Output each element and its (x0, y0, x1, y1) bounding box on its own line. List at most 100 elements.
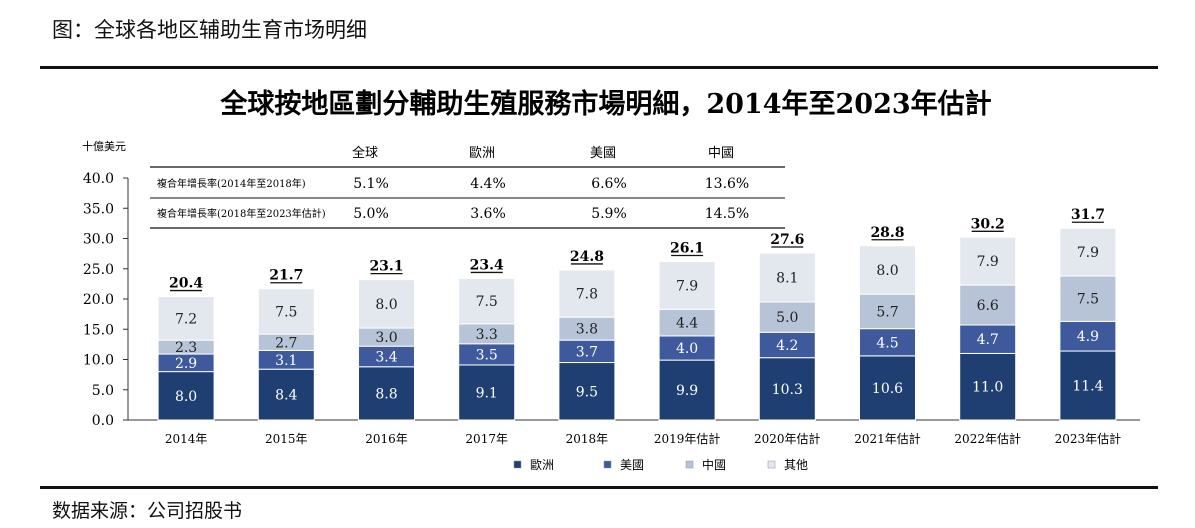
figure-caption: 图：全球各地区辅助生育市场明细 (52, 18, 367, 42)
segment-value-label: 8.0 (876, 263, 898, 279)
segment-value-label: 11.4 (1072, 379, 1103, 395)
legend-label: 歐洲 (530, 457, 554, 472)
segment-value-label: 4.7 (977, 332, 999, 348)
y-tick-label: 5.0 (92, 383, 114, 399)
table-cell: 5.9% (591, 206, 627, 222)
total-label: 21.7 (269, 268, 303, 284)
bar-stack: 9.9 4.0 4.4 7.9 26.1 2019年估計 (654, 240, 721, 446)
table-column-header: 全球 (352, 145, 378, 161)
legend-swatch (685, 460, 694, 469)
segment-value-label: 7.2 (175, 311, 197, 327)
x-tick-label: 2020年估計 (754, 431, 821, 446)
segment-value-label: 9.9 (676, 383, 698, 399)
segment-value-label: 7.5 (1077, 292, 1099, 308)
source-note: 数据来源：公司招股书 (52, 500, 243, 522)
segment-value-label: 7.9 (1077, 245, 1099, 261)
bar-segment (558, 269, 616, 318)
segment-value-label: 10.3 (772, 382, 803, 398)
bar-segment (959, 236, 1017, 286)
segment-value-label: 6.6 (977, 298, 999, 314)
bar-stack: 8.8 3.4 3.0 8.0 23.1 2016年 (358, 259, 415, 446)
bar-stack: 11.0 4.7 6.6 7.9 30.2 2022年估計 (954, 216, 1021, 446)
table-row-label: 複合年增長率(2014年至2018年) (157, 177, 306, 190)
segment-value-label: 9.5 (576, 384, 598, 400)
bar-segment (859, 355, 916, 421)
x-tick-label: 2021年估計 (854, 431, 921, 446)
segment-value-label: 3.4 (375, 349, 397, 365)
bar-segment (859, 245, 916, 295)
bar-segment (558, 362, 616, 421)
table-cell: 4.4% (470, 176, 506, 192)
segment-value-label: 10.6 (872, 381, 903, 397)
bar-segment (1059, 350, 1117, 421)
table-cell: 13.6% (705, 176, 749, 192)
table-column-header: 歐洲 (469, 146, 495, 161)
total-label: 26.1 (670, 240, 704, 256)
table-row-label: 複合年增長率(2018年至2023年估計) (157, 207, 326, 220)
bar-segment (257, 288, 315, 335)
segment-value-label: 3.5 (476, 347, 498, 363)
segment-value-label: 4.4 (676, 316, 698, 332)
x-tick-label: 2018年 (566, 432, 609, 446)
x-tick-label: 2023年估計 (1055, 431, 1122, 446)
legend-label: 其他 (784, 458, 808, 472)
segment-value-label: 8.0 (375, 297, 397, 313)
bar-segment (1059, 227, 1117, 277)
segment-value-label: 2.7 (275, 335, 297, 351)
bar-stack: 10.6 4.5 5.7 8.0 28.8 2021年估計 (854, 225, 921, 446)
legend-label: 美國 (620, 458, 644, 472)
total-label: 24.8 (570, 249, 604, 265)
y-tick-label: 10.0 (83, 353, 114, 369)
bars: 8.0 2.92.3 7.2 20.4 2014年 8.4 3.1 2.7 7.5 21.7 201… (157, 207, 1122, 446)
table-column-header: 中國 (708, 146, 734, 161)
bar-segment (157, 371, 215, 421)
legend-swatch (513, 460, 522, 469)
segment-value-label: 8.8 (375, 386, 397, 402)
bar-segment (358, 279, 415, 329)
segment-value-label: 3.3 (476, 327, 498, 343)
bar-segment (1059, 275, 1117, 322)
bar-segment (758, 252, 816, 303)
legend-swatch (603, 460, 612, 469)
segment-value-label: 7.5 (476, 294, 498, 310)
bar-segment (959, 284, 1017, 326)
total-label: 30.2 (971, 216, 1005, 232)
segment-value-label: 7.8 (576, 287, 598, 303)
bar-stack: 8.4 3.1 2.7 7.5 21.7 2015年 (257, 268, 315, 446)
bar-segment (758, 331, 816, 359)
x-tick-label: 2019年估計 (654, 431, 721, 446)
segment-value-label: 11.0 (972, 380, 1003, 396)
segment-value-label: 8.4 (275, 388, 297, 404)
unit-label: 十億美元 (82, 139, 126, 153)
bar-stack: 10.3 4.2 5.0 8.1 27.6 2020年估計 (754, 232, 821, 446)
total-label: 27.6 (770, 232, 804, 248)
table-cell: 14.5% (705, 206, 749, 222)
segment-value-label: 9.1 (476, 385, 498, 401)
bottom-rule (40, 486, 1158, 489)
legend-swatch (767, 460, 776, 469)
segment-value-label: 4.0 (676, 341, 698, 357)
segment-value-label: 7.5 (275, 304, 297, 320)
segment-value-label: 2.3 (175, 340, 197, 356)
bar-segment (157, 296, 215, 341)
x-tick-label: 2017年 (465, 432, 508, 446)
x-tick-label: 2022年估計 (954, 431, 1021, 446)
total-label: 31.7 (1071, 207, 1105, 223)
bar-stack: 8.0 2.92.3 7.2 20.4 2014年 (157, 276, 215, 446)
y-tick-label: 20.0 (83, 292, 114, 308)
legend-label: 中國 (702, 457, 726, 472)
segment-value-label: 4.9 (1077, 329, 1099, 345)
segment-value-label: 5.0 (776, 310, 798, 326)
bar-segment (458, 277, 516, 325)
segment-value-label: 7.9 (676, 278, 698, 294)
segment-value-label: 5.7 (876, 304, 898, 320)
segment-value-label: 7.9 (977, 254, 999, 270)
chart-title: 全球按地區劃分輔助生殖服務市場明細，2014年至2023年估計 (219, 88, 991, 120)
table-cell: 5.1% (353, 176, 389, 192)
y-tick-label: 15.0 (83, 322, 114, 338)
table-cell: 6.6% (591, 176, 627, 192)
legend: 歐洲 美國 中國 其他 (513, 457, 808, 472)
segment-value-label: 4.5 (876, 335, 898, 351)
segment-value-label: 3.1 (275, 353, 297, 369)
bar-stack: 9.5 3.7 3.8 7.8 24.8 2018年 (558, 249, 616, 446)
